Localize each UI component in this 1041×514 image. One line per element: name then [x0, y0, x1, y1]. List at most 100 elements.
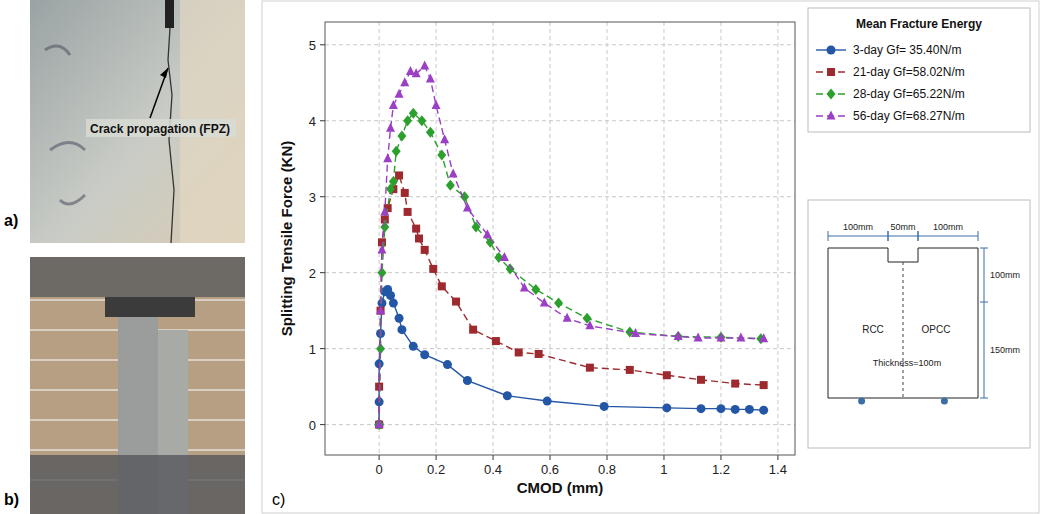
data-point: [417, 115, 426, 126]
dim-label: 50mm: [890, 222, 915, 232]
grid: [325, 22, 795, 455]
legend-label: 28-day Gf=65.22N/m: [853, 87, 965, 101]
dim-line: [984, 302, 985, 398]
data-point: [412, 225, 420, 233]
data-point: [760, 381, 768, 389]
data-point: [421, 246, 429, 254]
diagram-box: [808, 200, 1030, 448]
grid-line-y: [325, 348, 795, 349]
data-point: [375, 420, 384, 429]
data-point: [395, 171, 403, 179]
data-point: [531, 284, 540, 295]
tick-y: [320, 120, 325, 121]
grid-line-x: [550, 22, 551, 455]
data-point: [463, 203, 472, 212]
data-point: [375, 419, 384, 428]
data-point: [415, 235, 423, 243]
dim-tick: [888, 231, 889, 241]
data-point: [400, 77, 409, 86]
data-point: [463, 376, 472, 385]
data-point: [380, 222, 389, 233]
data-point: [420, 61, 429, 70]
machine-top: [30, 257, 245, 297]
data-point: [392, 146, 401, 157]
data-point: [403, 115, 412, 126]
dim-tick: [978, 231, 979, 241]
tick-y: [320, 196, 325, 197]
tick-label-y: 5: [309, 38, 316, 53]
data-point: [395, 314, 404, 323]
tick-label-x: 1.2: [712, 462, 730, 477]
tick-y: [320, 424, 325, 425]
grid-line-x: [663, 22, 664, 455]
data-point: [535, 350, 543, 358]
data-point: [397, 325, 406, 334]
tick-x: [550, 455, 551, 460]
photo-b: [30, 257, 245, 514]
legend-label: 56-day Gf=68.27N/m: [853, 109, 965, 123]
dim-line: [918, 236, 978, 237]
data-point: [716, 404, 725, 413]
dim-tick: [918, 231, 919, 241]
data-point: [540, 298, 549, 307]
dim-label: 150mm: [990, 345, 1020, 355]
data-point: [440, 134, 449, 143]
data-point: [626, 366, 634, 374]
annotation-bg: [86, 119, 236, 137]
dim-line: [888, 236, 918, 237]
data-point: [409, 342, 418, 351]
tick-y: [320, 348, 325, 349]
data-point: [586, 364, 594, 372]
specimen-outline: [828, 248, 978, 398]
tick-y: [320, 272, 325, 273]
support: [858, 398, 865, 405]
data-point: [662, 403, 671, 412]
figure: Crack propagation (FPZ)a)b)00.20.40.60.8…: [0, 0, 1041, 514]
dim-tick: [888, 231, 889, 241]
legend-label: 3-day Gf= 35.40N/m: [853, 43, 961, 57]
panel-label: b): [4, 491, 19, 508]
tick-label-y: 1: [309, 342, 316, 357]
dim-label: 100mm: [933, 222, 963, 232]
interface-line: [903, 262, 904, 398]
tick-label-x: 0: [376, 462, 383, 477]
tick-label-x: 1.4: [769, 462, 787, 477]
tick-x: [379, 455, 380, 460]
data-point: [449, 168, 458, 177]
data-point: [716, 332, 725, 343]
grid-line-x: [436, 22, 437, 455]
data-point: [563, 313, 572, 322]
material-label: OPCC: [922, 324, 951, 335]
data-point: [694, 333, 703, 342]
dim-line: [984, 248, 985, 302]
data-point: [585, 320, 594, 329]
series-line: [379, 66, 764, 425]
grid-line-x: [720, 22, 721, 455]
y-axis-title: Splitting Tensile Force (KN): [278, 141, 295, 337]
data-point: [492, 337, 500, 345]
grid-line-y: [325, 44, 795, 45]
grid-line-y: [325, 196, 795, 197]
x-axis-title: CMOD (mm): [517, 479, 604, 496]
panel-c-frame: [262, 1, 1039, 513]
data-point: [401, 189, 409, 197]
data-point: [397, 130, 406, 141]
data-point: [731, 380, 739, 388]
dim-label: 100mm: [990, 270, 1020, 280]
data-point: [520, 282, 529, 291]
photo-annotation: Crack propagation (FPZ): [90, 122, 230, 136]
legend-box: [808, 8, 1030, 132]
data-point: [674, 331, 683, 340]
data-point: [429, 265, 437, 273]
data-point: [759, 406, 768, 415]
data-point: [697, 404, 706, 413]
data-point: [631, 328, 640, 337]
data-point: [376, 305, 385, 314]
tick-x: [493, 455, 494, 460]
tick-x: [607, 455, 608, 460]
grid-line-x: [777, 22, 778, 455]
tick-x: [663, 455, 664, 460]
data-point: [469, 326, 477, 334]
data-point: [389, 299, 398, 308]
photo-a-notch: [165, 0, 174, 28]
